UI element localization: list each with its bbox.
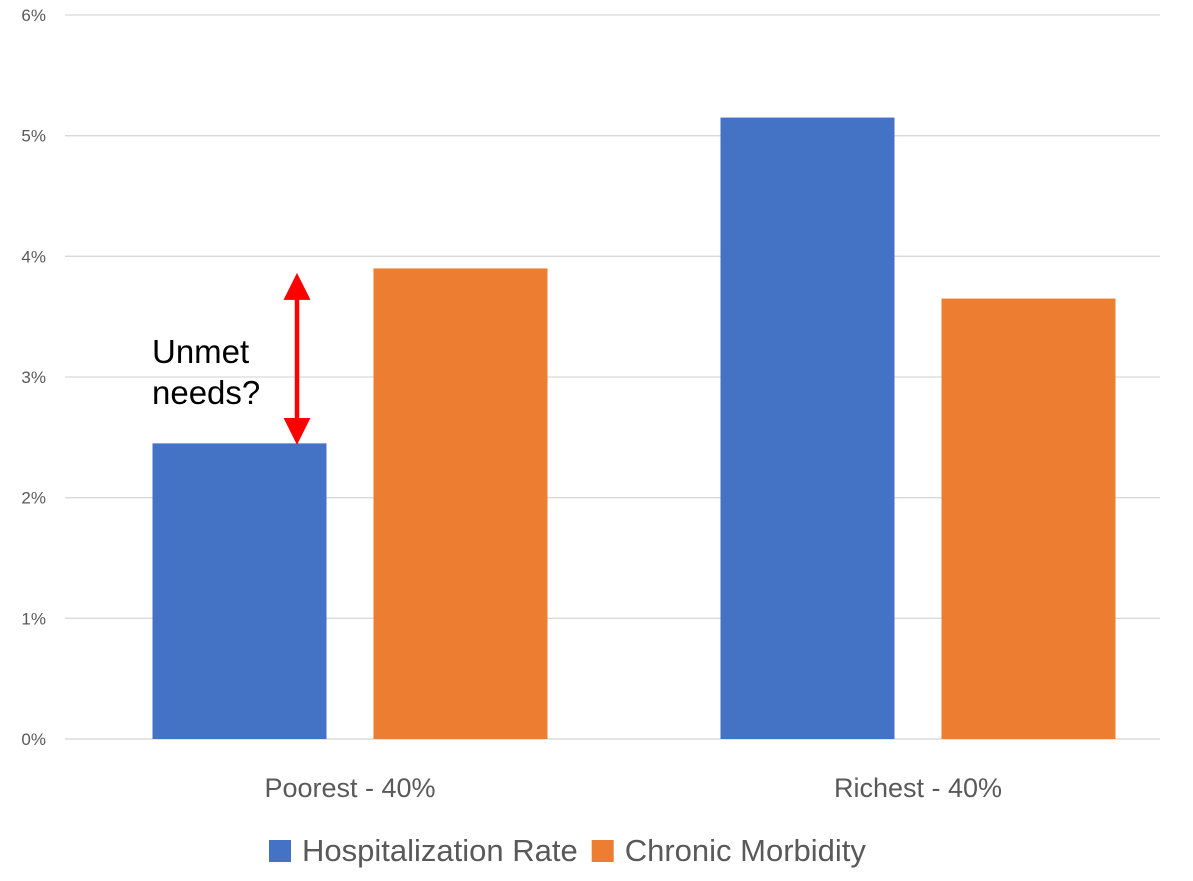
legend-swatch-hospitalization-rate (269, 840, 291, 862)
unmet-needs-annotation: Unmet needs? (152, 272, 311, 445)
legend-swatch-chronic-morbidity (591, 840, 614, 862)
annotation-text-line: needs? (152, 374, 260, 411)
legend-label: Chronic Morbidity (625, 833, 867, 868)
y-tick-label: 5% (21, 127, 46, 146)
bar-hospitalization-rate-richest (720, 117, 895, 740)
annotation-text-line: Unmet (152, 333, 249, 370)
y-axis-tick-labels: 0% 1% 2% 3% 4% 5% 6% (21, 6, 46, 749)
legend-label: Hospitalization Rate (302, 833, 578, 868)
bars (152, 117, 1116, 740)
x-category-label: Richest - 40% (834, 773, 1002, 803)
y-tick-label: 1% (21, 609, 46, 628)
bar-chronic-morbidity-richest (941, 298, 1116, 739)
y-tick-label: 2% (21, 489, 46, 508)
y-tick-label: 4% (21, 247, 46, 266)
x-category-label: Poorest - 40% (264, 773, 435, 803)
y-tick-label: 6% (21, 6, 46, 25)
y-tick-label: 0% (21, 730, 46, 749)
bar-chronic-morbidity-poorest (373, 268, 548, 739)
legend: Hospitalization Rate Chronic Morbidity (269, 833, 866, 868)
y-tick-label: 3% (21, 368, 46, 387)
bar-hospitalization-rate-poorest (152, 443, 327, 739)
x-axis-category-labels: Poorest - 40% Richest - 40% (264, 773, 1002, 803)
